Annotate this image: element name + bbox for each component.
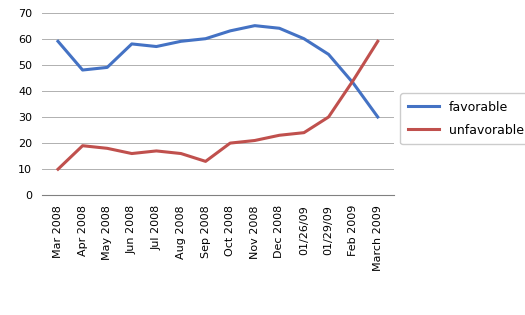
unfavorable	[178, 152, 184, 155]
favorable	[104, 66, 110, 69]
Line: unfavorable: unfavorable	[58, 41, 378, 169]
favorable	[129, 42, 135, 46]
unfavorable	[79, 144, 86, 148]
favorable	[79, 68, 86, 72]
unfavorable	[375, 39, 381, 43]
unfavorable	[55, 167, 61, 171]
favorable	[350, 81, 356, 85]
unfavorable	[301, 131, 307, 135]
Line: favorable: favorable	[58, 26, 378, 117]
unfavorable	[104, 146, 110, 150]
favorable	[227, 29, 233, 33]
favorable	[153, 45, 160, 49]
favorable	[251, 24, 258, 27]
unfavorable	[129, 152, 135, 155]
unfavorable	[350, 78, 356, 82]
unfavorable	[153, 149, 160, 153]
favorable	[55, 39, 61, 43]
unfavorable	[276, 133, 282, 137]
favorable	[178, 39, 184, 43]
unfavorable	[227, 141, 233, 145]
unfavorable	[203, 159, 209, 163]
unfavorable	[326, 115, 332, 119]
favorable	[301, 37, 307, 41]
favorable	[326, 53, 332, 56]
Legend: favorable, unfavorable: favorable, unfavorable	[400, 93, 525, 144]
unfavorable	[251, 139, 258, 142]
favorable	[375, 115, 381, 119]
favorable	[203, 37, 209, 41]
favorable	[276, 26, 282, 30]
